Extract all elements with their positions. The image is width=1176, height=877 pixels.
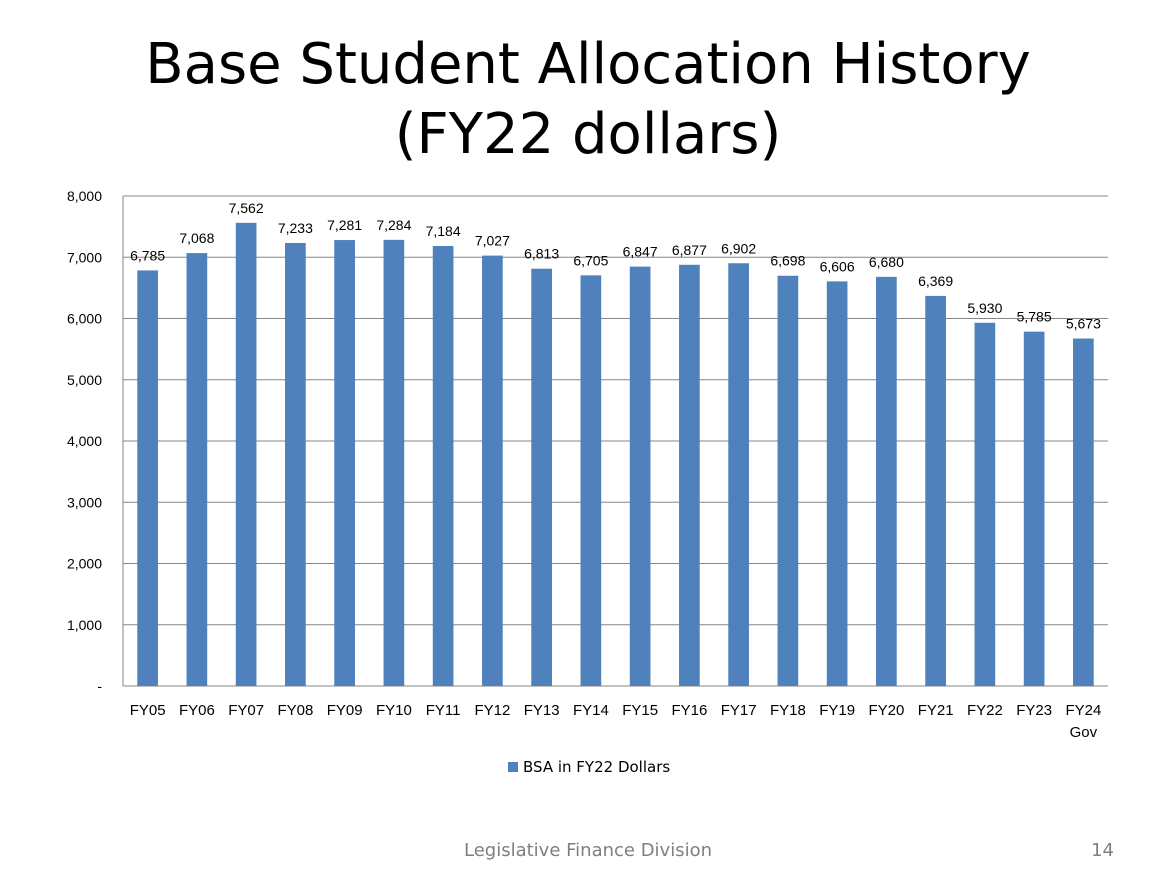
x-tick-label: FY08 — [277, 702, 313, 719]
data-label: 6,813 — [524, 246, 559, 262]
x-tick-label: FY10 — [376, 702, 412, 719]
bar — [974, 322, 996, 686]
data-label: 6,785 — [130, 247, 165, 263]
y-tick-label: 4,000 — [67, 433, 102, 449]
x-tick-label: FY20 — [868, 702, 904, 719]
x-tick-label: FY12 — [474, 702, 510, 719]
bar — [137, 270, 158, 686]
x-tick-label: FY24 Gov — [1065, 702, 1101, 741]
y-tick-label: 5,000 — [67, 372, 102, 388]
x-tick-label: FY06 — [179, 702, 215, 719]
y-tick-label: 7,000 — [67, 249, 102, 265]
bar — [531, 268, 552, 686]
bar — [334, 240, 355, 686]
data-label: 6,698 — [770, 253, 805, 269]
bar — [876, 276, 897, 686]
x-tick-label: FY22 — [967, 702, 1003, 719]
y-tick-label: 2,000 — [67, 556, 102, 572]
data-label: 7,068 — [179, 230, 214, 246]
data-label: 5,673 — [1066, 316, 1101, 332]
bar — [285, 242, 306, 686]
data-label: 7,284 — [376, 217, 411, 233]
bar — [1073, 338, 1094, 686]
data-label: 6,680 — [869, 254, 904, 270]
x-tick-label: FY05 — [130, 702, 166, 719]
y-tick-label: - — [97, 678, 102, 694]
data-label: 7,184 — [426, 223, 461, 239]
bar — [432, 245, 454, 687]
bar — [580, 275, 602, 686]
x-tick-label: FY17 — [721, 702, 757, 719]
x-tick-label: FY11 — [426, 702, 461, 719]
x-tick-label: FY14 — [573, 702, 609, 719]
footer-text: Legislative Finance Division — [463, 840, 713, 861]
data-label: 5,930 — [967, 300, 1002, 316]
bar — [383, 239, 405, 687]
bar — [826, 281, 848, 686]
bar — [728, 263, 749, 686]
data-label: 7,027 — [475, 233, 510, 249]
y-tick-label: 1,000 — [67, 617, 102, 633]
title-line-2: (FY22 dollars) — [394, 102, 782, 167]
y-tick-label: 8,000 — [67, 188, 102, 204]
x-tick-label: FY13 — [524, 702, 560, 719]
data-label: 7,233 — [278, 220, 313, 236]
x-tick-label: FY23 — [1016, 702, 1052, 719]
x-tick-label: FY21 — [918, 702, 954, 719]
x-tick-label: FY18 — [770, 702, 806, 719]
slide-title: Base Student Allocation History (FY22 do… — [0, 30, 1176, 170]
x-tick-label: FY16 — [671, 702, 707, 719]
bar — [235, 222, 257, 686]
data-label: 6,606 — [820, 258, 855, 274]
x-tick-label: FY07 — [228, 702, 264, 719]
data-label: 7,562 — [229, 200, 264, 216]
legend-swatch — [508, 762, 518, 772]
bar — [629, 266, 651, 686]
x-tick-label: FY09 — [327, 702, 363, 719]
y-tick-label: 6,000 — [67, 311, 102, 327]
legend-label: BSA in FY22 Dollars — [523, 758, 671, 776]
title-line-1: Base Student Allocation History — [145, 32, 1031, 97]
x-tick-label: FY15 — [622, 702, 658, 719]
bar — [1023, 331, 1045, 686]
y-tick-label: 3,000 — [67, 494, 102, 510]
data-label: 5,785 — [1017, 309, 1052, 325]
data-label: 6,902 — [721, 240, 756, 256]
data-label: 6,847 — [623, 244, 658, 260]
page-number: 14 — [1091, 840, 1114, 861]
data-label: 7,281 — [327, 217, 362, 233]
chart-legend: BSA in FY22 Dollars — [508, 758, 670, 776]
bar — [482, 255, 503, 686]
bar — [186, 253, 208, 686]
bar — [679, 264, 700, 686]
bar — [925, 295, 946, 686]
data-label: 6,369 — [918, 273, 953, 289]
bar — [777, 275, 799, 686]
data-label: 6,877 — [672, 242, 707, 258]
x-tick-label: FY19 — [819, 702, 855, 719]
data-label: 6,705 — [573, 252, 608, 268]
